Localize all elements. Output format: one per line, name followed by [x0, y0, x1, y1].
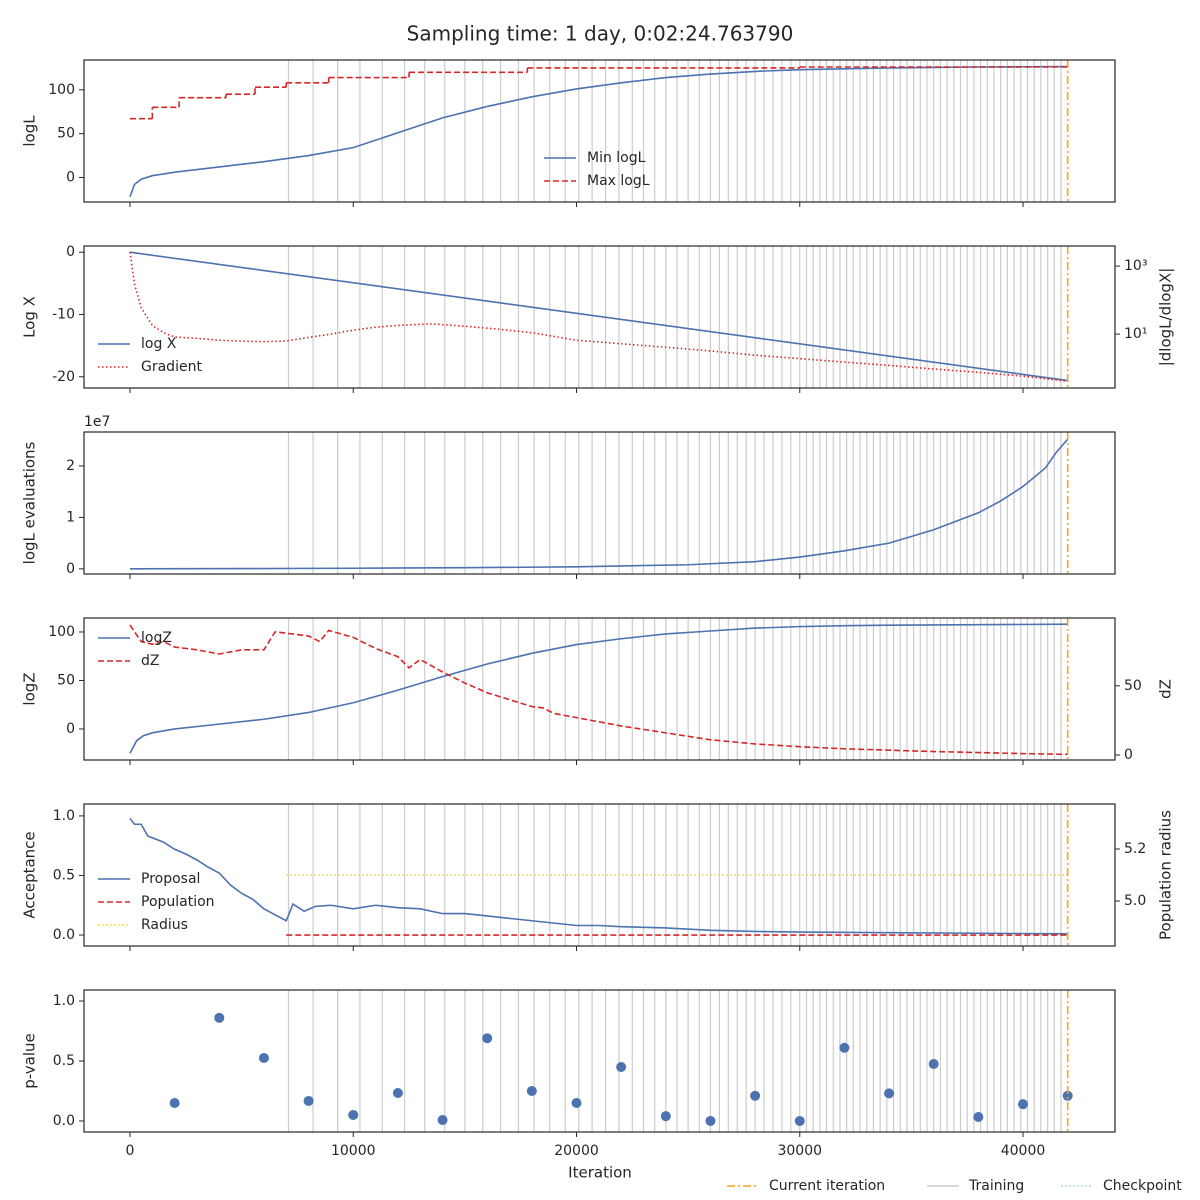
series-line	[129, 251, 1068, 382]
axes-frame	[83, 617, 1116, 761]
point	[750, 1090, 761, 1101]
y-axis-label: logZ	[21, 672, 39, 705]
legend-label: log X	[141, 336, 177, 352]
y2-tick-label: 50	[1124, 678, 1142, 694]
legend-label: Max logL	[587, 173, 650, 189]
y-tick-label: 50	[57, 672, 75, 688]
y-tick-label: 100	[48, 624, 75, 640]
y-tick-label: -10	[52, 307, 75, 323]
x-tick-label: 0	[126, 1143, 135, 1159]
legend-label: logZ	[141, 630, 172, 646]
y-tick-label: 0.0	[53, 1113, 75, 1129]
y-tick-label: 1.0	[53, 993, 75, 1009]
y-axis-label: p-value	[21, 1033, 39, 1089]
point	[839, 1042, 850, 1053]
axes-frame	[83, 431, 1116, 575]
point	[169, 1097, 180, 1108]
point	[973, 1112, 984, 1123]
point	[348, 1109, 359, 1120]
y-tick-label: 50	[57, 126, 75, 142]
axes-frame	[83, 59, 1116, 203]
x-tick-label: 10000	[331, 1143, 376, 1159]
point	[258, 1053, 269, 1064]
y2-axis-label: dZ	[1157, 679, 1175, 699]
series-line	[129, 65, 1068, 198]
y-tick-label: 0	[66, 561, 75, 577]
y-tick-label: 0	[66, 721, 75, 737]
point	[1062, 1090, 1073, 1101]
series-line	[129, 624, 1068, 756]
legend-label: Population	[141, 894, 215, 910]
y-tick-label: 0.5	[53, 1053, 75, 1069]
y-tick-label: 2	[66, 458, 75, 474]
y-tick-label: 1	[66, 509, 75, 525]
series-line	[129, 623, 1068, 754]
y2-tick-label: 5.0	[1124, 893, 1146, 909]
y-tick-label: 1.0	[53, 808, 75, 824]
legend-label: dZ	[141, 653, 159, 669]
point	[660, 1111, 671, 1122]
y2-tick-label: 0	[1124, 747, 1133, 763]
legend-label: Radius	[141, 917, 188, 933]
y2-axis-label: |dlogL/dlogX|	[1157, 268, 1175, 367]
y-tick-label: -20	[52, 369, 75, 385]
y2-axis-label: Population radius	[1157, 810, 1175, 940]
y-tick-label: 100	[48, 82, 75, 98]
y2-tick-label: 10³	[1124, 258, 1147, 274]
y-axis-label: Acceptance	[21, 831, 39, 918]
series-line	[129, 817, 1068, 935]
point	[437, 1115, 448, 1126]
point	[794, 1115, 805, 1126]
x-tick-label: 30000	[777, 1143, 822, 1159]
legend-label: Min logL	[587, 150, 646, 166]
legend-label: Checkpoint	[1103, 1178, 1182, 1194]
point	[392, 1088, 403, 1099]
y-tick-label: 0	[66, 169, 75, 185]
y-tick-label: 0.0	[53, 927, 75, 943]
axes-frame	[83, 803, 1116, 947]
series-line	[129, 438, 1069, 570]
legend-label: Current iteration	[769, 1178, 885, 1194]
point	[303, 1095, 314, 1106]
point	[1018, 1099, 1029, 1110]
y-axis-label: logL	[21, 115, 39, 147]
offset-label: 1e7	[84, 414, 110, 430]
x-tick-label: 40000	[1001, 1143, 1046, 1159]
y2-tick-label: 5.2	[1124, 841, 1146, 857]
series-line	[129, 251, 1068, 383]
y-axis-label: Log X	[21, 296, 39, 338]
y2-tick-label: 10¹	[1124, 326, 1147, 342]
point	[928, 1058, 939, 1069]
point	[526, 1085, 537, 1096]
axes-frame	[83, 245, 1116, 389]
x-axis-label: Iteration	[568, 1164, 632, 1182]
figure-title: Sampling time: 1 day, 0:02:24.763790	[407, 22, 794, 46]
point	[705, 1115, 716, 1126]
point	[571, 1097, 582, 1108]
legend-label: Training	[968, 1178, 1024, 1194]
x-tick-label: 20000	[554, 1143, 599, 1159]
point	[482, 1033, 493, 1044]
y-axis-label: logL evaluations	[21, 441, 39, 564]
legend-label: Proposal	[141, 871, 200, 887]
y-tick-label: 0.5	[53, 867, 75, 883]
y-tick-label: 0	[66, 244, 75, 260]
point	[214, 1012, 225, 1023]
point	[884, 1088, 895, 1099]
axes-frame	[83, 989, 1116, 1133]
legend-label: Gradient	[141, 359, 202, 375]
point	[616, 1061, 627, 1072]
